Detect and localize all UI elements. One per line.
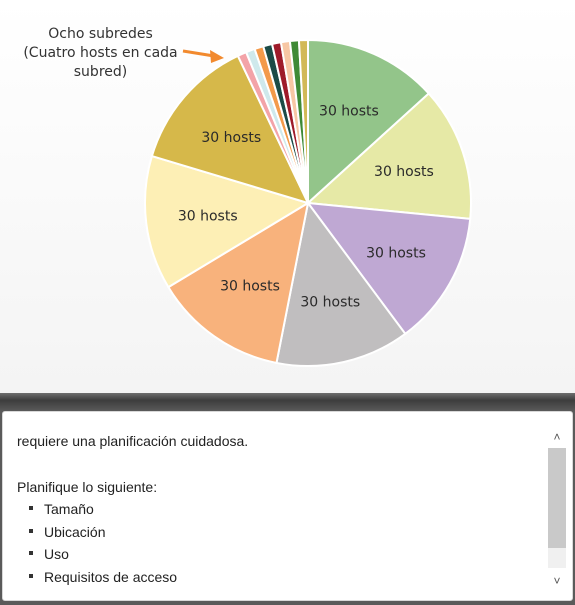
bullet-icon [29, 528, 33, 533]
list-item: Requisitos de acceso [17, 566, 517, 589]
plan-list: Tamaño Ubicación Uso Requisitos de acces… [17, 498, 517, 588]
pie-slice-0 [307, 38, 431, 206]
slice-label-4: 30 hosts [220, 279, 280, 295]
bullet-icon [29, 573, 33, 578]
pie-slice-3 [275, 200, 407, 367]
intro-text: requiere una planificación cuidadosa. [17, 433, 249, 449]
slice-label-2: 30 hosts [366, 246, 426, 262]
scroll-thumb[interactable] [548, 448, 566, 548]
slice-label-0: 30 hosts [319, 104, 379, 120]
subnet-callout: Ocho subredes (Cuatro hosts en cada subr… [18, 25, 183, 82]
pie-slice-14 [297, 38, 309, 204]
list-item-label: Ubicación [44, 523, 106, 540]
pie-slice-6 [150, 54, 310, 205]
slice-label-3: 30 hosts [300, 295, 360, 311]
pie-slice-2 [305, 201, 472, 336]
figure-panel: 30 hosts 30 hosts 30 hosts 30 hosts 30 hosts… [0, 0, 575, 394]
slice-label-5: 30 hosts [178, 209, 238, 225]
slice-label-1: 30 hosts [374, 164, 434, 180]
text-panel: requiere una planificación cuidadosa. Pl… [2, 411, 573, 601]
pie-slice-1 [305, 92, 472, 220]
list-item-label: Tamaño [44, 501, 94, 517]
callout-line-1: Ocho subredes [48, 26, 153, 42]
pie-slice-5 [144, 154, 311, 289]
callout-line-2: (Cuatro hosts en cada [23, 45, 178, 61]
list-item-label: Uso [44, 546, 69, 562]
slice-label-6: 30 hosts [201, 130, 261, 146]
list-item: Ubicación [17, 521, 517, 544]
pie-chart: 30 hosts 30 hosts 30 hosts 30 hosts 30 hosts… [144, 38, 472, 367]
scrollbar[interactable]: ˄ ˅ [548, 428, 566, 590]
text-content: requiere una planificación cuidadosa. Pl… [17, 430, 517, 588]
callout-line-3: subred) [73, 64, 128, 80]
chevron-down-icon[interactable]: ˅ [553, 574, 561, 588]
list-item-label: Requisitos de acceso [44, 568, 178, 585]
list-item: Tamaño [17, 498, 517, 521]
pie-slice-4 [167, 200, 310, 365]
bullet-icon [29, 506, 33, 510]
chevron-up-icon[interactable]: ˄ [553, 430, 561, 444]
panel-divider [0, 393, 575, 411]
list-item: Uso [17, 543, 517, 566]
scroll-track[interactable] [548, 448, 566, 568]
plan-heading: Planifique lo siguiente: [17, 479, 158, 495]
arrow-icon [210, 50, 224, 63]
callout-arrow-line [182, 49, 215, 58]
bullet-icon [29, 551, 33, 555]
